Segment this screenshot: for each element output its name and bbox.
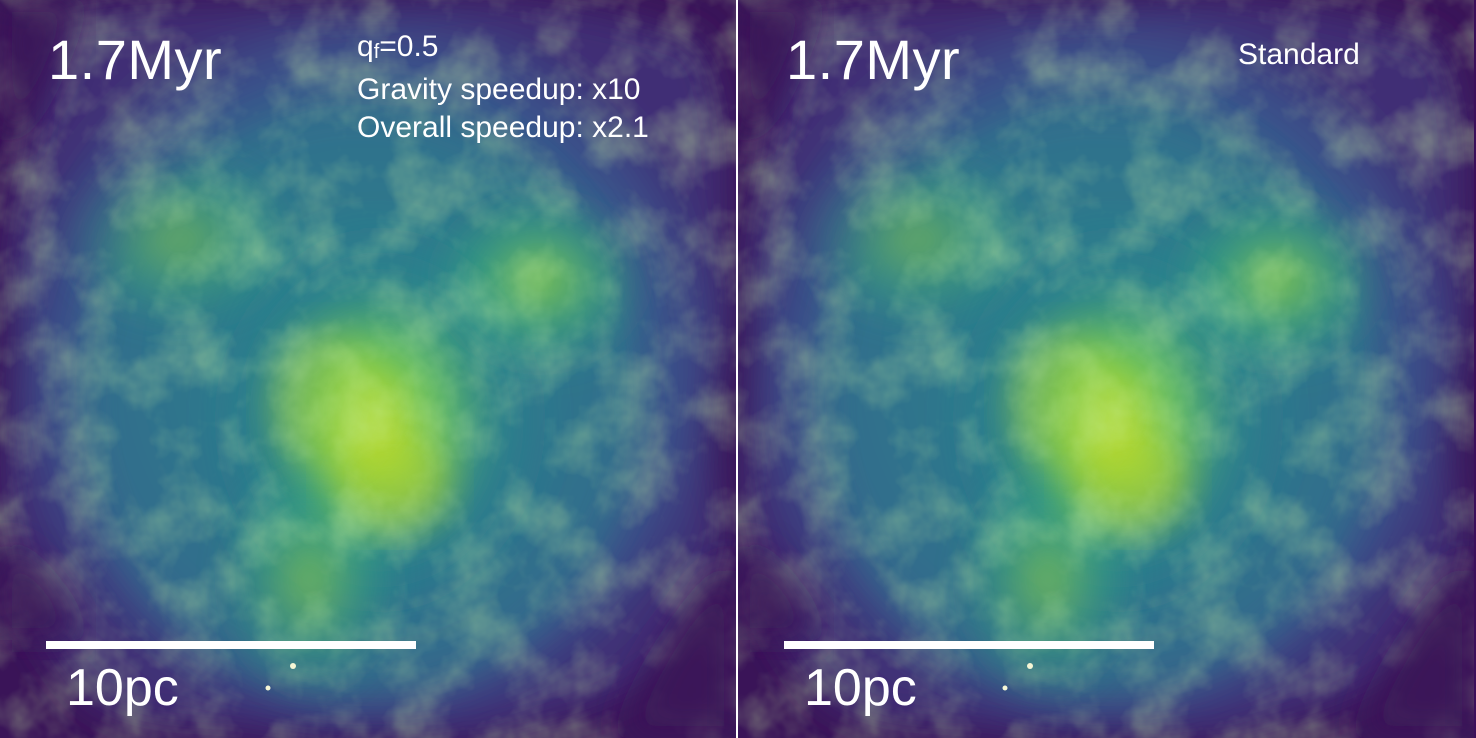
qf-line: qf=0.5	[357, 30, 439, 63]
density-map-right	[738, 0, 1474, 738]
info-text: qf=0.5 Gravity speedup: x10 Overall spee…	[357, 28, 649, 147]
density-map-left	[0, 0, 736, 738]
panel-divider	[736, 0, 738, 738]
simulation-panel-left: 1.7Myr qf=0.5 Gravity speedup: x10 Overa…	[0, 0, 736, 738]
scale-label: 10pc	[66, 659, 179, 717]
star-particle	[265, 685, 271, 691]
gravity-speedup-line: Gravity speedup: x10	[357, 73, 641, 106]
star-particle	[290, 663, 296, 669]
scale-bar	[46, 641, 416, 649]
star-particle	[1027, 663, 1033, 669]
overall-speedup-line: Overall speedup: x2.1	[357, 111, 649, 144]
info-text: Standard	[1238, 36, 1360, 74]
star-particle	[1002, 685, 1008, 691]
time-label: 1.7Myr	[48, 28, 223, 91]
scale-label: 10pc	[804, 659, 917, 717]
run-label: Standard	[1238, 38, 1360, 71]
scale-bar	[784, 641, 1154, 649]
time-label: 1.7Myr	[786, 28, 961, 91]
simulation-panel-right: 1.7Myr Standard 10pc	[738, 0, 1474, 738]
